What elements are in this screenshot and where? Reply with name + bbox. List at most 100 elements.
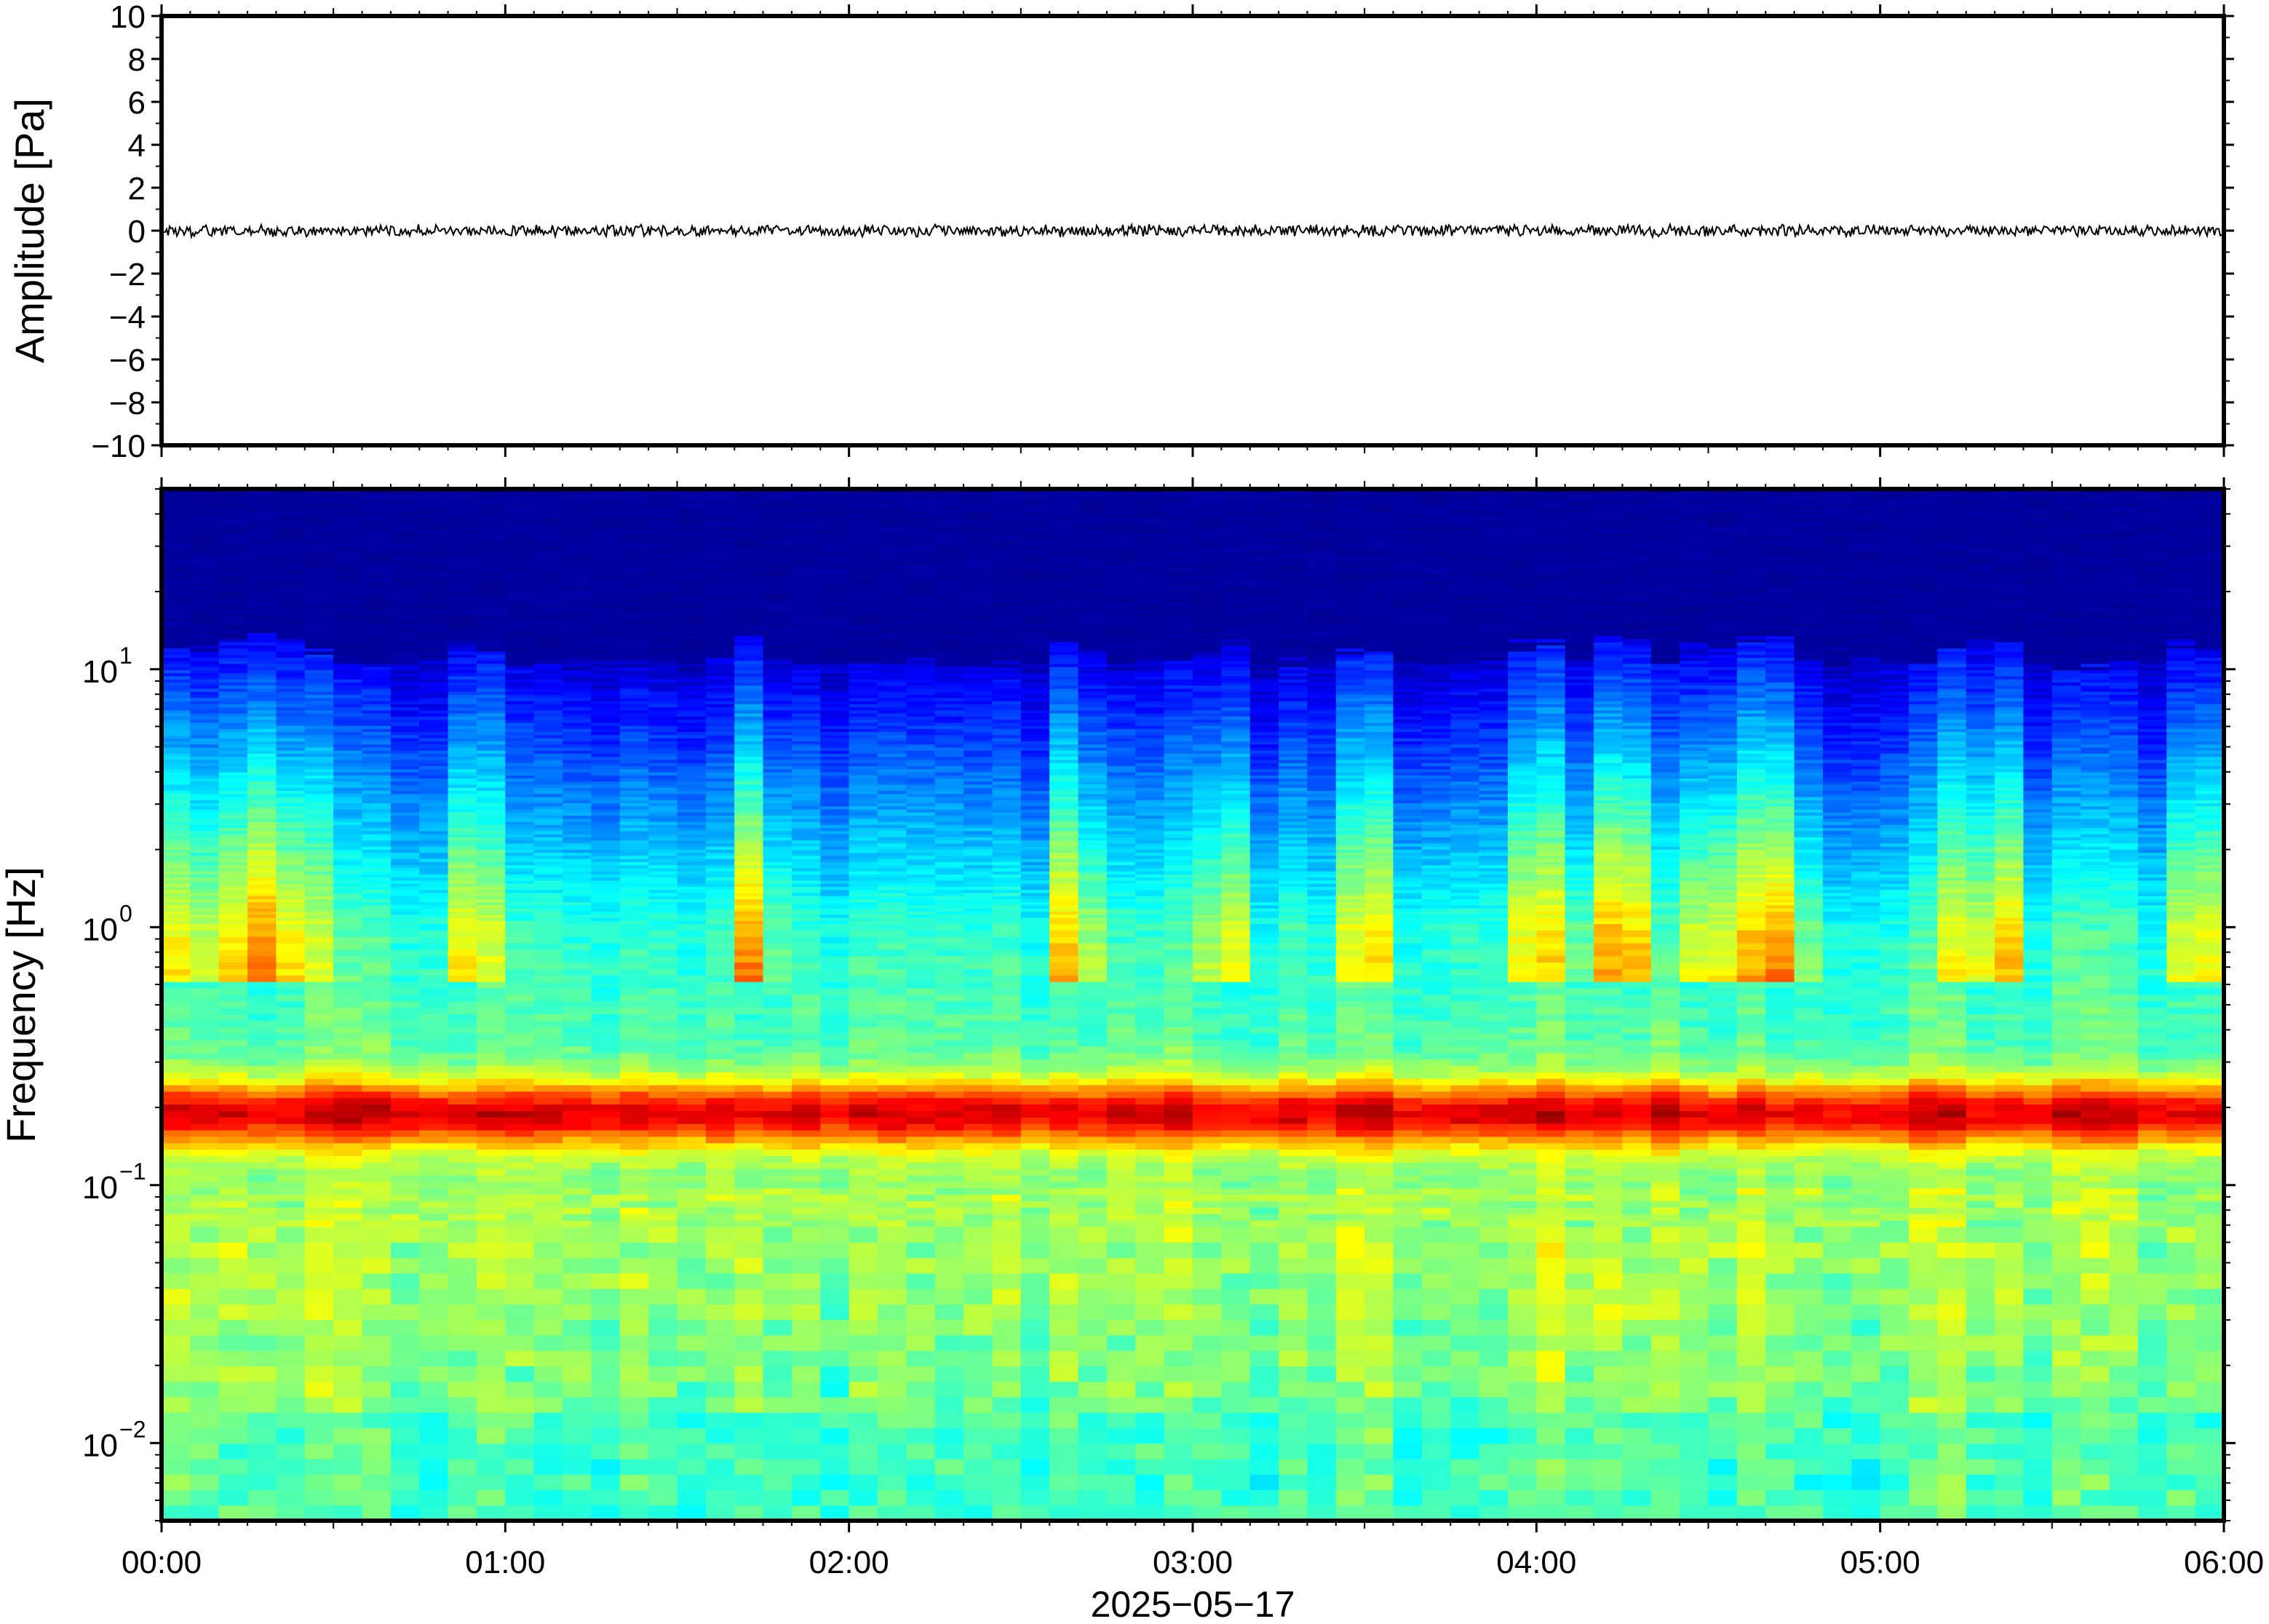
spectrogram-cell [533, 904, 563, 909]
spectrogram-cell [448, 1174, 477, 1182]
spectrogram-cell [362, 502, 392, 506]
spectrogram-cell [648, 1350, 678, 1366]
spectrogram-cell [677, 738, 707, 741]
spectrogram-cell [362, 654, 392, 658]
spectrogram-cell [162, 818, 191, 822]
spectrogram-cell [304, 824, 334, 829]
spectrogram-cell [190, 632, 220, 637]
spectrogram-cell [276, 1350, 306, 1366]
spectrogram-cell [162, 1304, 191, 1321]
spectrogram-cell [505, 645, 535, 649]
spectrogram-cell [791, 744, 821, 748]
spectrogram-cell [734, 753, 764, 757]
spectrogram-cell [677, 1084, 707, 1092]
spectrogram-cell [505, 502, 535, 506]
spectrogram-cell [705, 1027, 735, 1034]
spectrogram-cell [362, 1169, 392, 1176]
spectrogram-cell [162, 1366, 191, 1382]
spectrogram-cell [476, 701, 506, 704]
spectrogram-cell [591, 763, 621, 766]
spectrogram-cell [505, 837, 535, 841]
spectrogram-cell [419, 666, 449, 671]
spectrogram-cell [362, 496, 392, 501]
spectrogram-cell [791, 818, 821, 822]
spectrogram-cell [763, 1428, 792, 1444]
spectrogram-cell [677, 1428, 707, 1444]
spectrogram-cell [705, 536, 735, 541]
spectrogram-cell [705, 549, 735, 553]
spectrogram-cell [591, 490, 621, 494]
spectrogram-cell [619, 756, 649, 760]
spectrogram-cell [533, 509, 563, 513]
spectrogram-cell [190, 859, 220, 862]
spectrogram-cell [505, 549, 535, 553]
spectrogram-cell [304, 796, 334, 800]
spectrogram-cell [333, 889, 363, 893]
spectrogram-cell [563, 660, 592, 664]
spectrogram-cell [533, 861, 563, 866]
spectrogram-cell [505, 499, 535, 503]
spectrogram-cell [419, 942, 449, 950]
spectrogram-cell [791, 1214, 821, 1221]
spectrogram-cell [705, 561, 735, 565]
spectrogram-cell [218, 613, 248, 618]
spectrogram-cell [190, 645, 220, 649]
spectrogram-cell [162, 837, 191, 841]
spectrogram-cell [648, 719, 678, 723]
spectrogram-cell [677, 750, 707, 754]
spectrogram-cell [648, 657, 678, 661]
spectrogram-cell [333, 756, 363, 760]
spectrogram-cell [218, 1155, 248, 1163]
spectrogram-cell [505, 1181, 535, 1189]
spectrogram-cell [276, 521, 306, 525]
spectrogram-cell [533, 731, 563, 736]
spectrogram-cell [734, 533, 764, 538]
spectrogram-cell [476, 824, 506, 829]
spectrogram-cell [734, 1000, 764, 1008]
spectrogram-cell [304, 521, 334, 525]
spectrogram-cell [448, 1304, 477, 1321]
spectrogram-cell [190, 1181, 220, 1189]
spectrogram-cell [390, 917, 420, 921]
spectrogram-cell [448, 685, 477, 689]
spectrogram-cell [591, 601, 621, 605]
spectrogram-cell [419, 936, 449, 944]
spectrogram-cell [448, 962, 477, 969]
spectrogram-cell [218, 701, 248, 704]
spectrogram-cell [705, 942, 735, 950]
spectrogram-cell [190, 968, 220, 976]
spectrogram-cell [390, 713, 420, 717]
spectrogram-cell [734, 914, 764, 918]
spectrogram-cell [563, 598, 592, 602]
spectrogram-cell [304, 805, 334, 810]
spectrogram-cell [533, 555, 563, 559]
spectrogram-cell [276, 901, 306, 906]
spectrogram-cell [333, 706, 363, 711]
spectrogram-cell [591, 759, 621, 763]
spectrogram-cell [476, 1097, 506, 1105]
spectrogram-cell [362, 660, 392, 664]
spectrogram-cell [648, 1220, 678, 1227]
spectrogram-cell [763, 1505, 792, 1521]
spectrogram-cell [791, 1097, 821, 1105]
spectrogram-cell [563, 490, 592, 494]
spectrogram-cell [705, 955, 735, 963]
spectrogram-cell [563, 691, 592, 696]
spectrogram-cell [705, 1366, 735, 1382]
spectrogram-cell [705, 987, 735, 995]
spectrogram-cell [390, 595, 420, 600]
spectrogram-cell [333, 601, 363, 605]
spectrogram-cell [190, 899, 220, 903]
spectrogram-cell [362, 657, 392, 661]
spectrogram-cell [820, 1181, 850, 1189]
spectrogram-cell [591, 589, 621, 593]
spectrogram-cell [390, 874, 420, 878]
spectrogram-cell [734, 518, 764, 522]
spectrogram-cell [190, 936, 220, 944]
spectrogram-cell [677, 1458, 707, 1475]
spectrogram-cell [791, 1428, 821, 1444]
spectrogram-cell [533, 1474, 563, 1491]
spectrogram-cell [218, 1214, 248, 1221]
spectrogram-cell [533, 843, 563, 847]
